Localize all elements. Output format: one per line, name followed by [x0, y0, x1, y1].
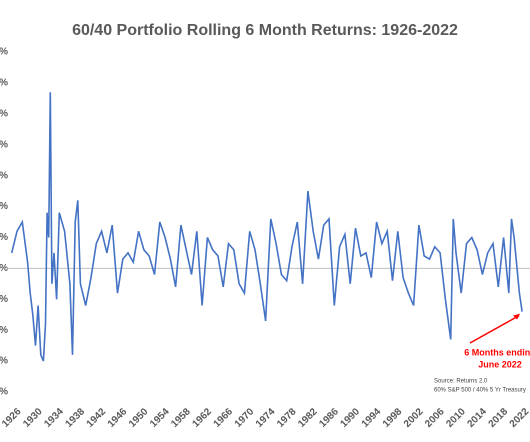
x-tick-label: 1954: [148, 406, 172, 430]
arrow-head: [513, 313, 521, 320]
x-tick-label: 2006: [423, 406, 447, 430]
source-note: 60% S&P 500 / 40% 5 Yr Treasury: [434, 388, 526, 394]
chart-title: 60/40 Portfolio Rolling 6 Month Returns:…: [72, 22, 458, 39]
y-tick-label: -20%: [0, 325, 8, 336]
x-tick-label: 2018: [487, 406, 511, 430]
y-tick-label: 10%: [0, 232, 8, 243]
annotation-text: June 2022: [478, 359, 522, 369]
x-tick-label: 2010: [444, 406, 468, 430]
y-tick-label: -10%: [0, 294, 8, 305]
x-tick-label: 1994: [360, 406, 384, 430]
y-tick-label: 50%: [0, 108, 8, 119]
x-tick-label: 2014: [465, 406, 489, 430]
source-note: Source: Returns 2.0: [434, 379, 488, 385]
x-tick-label: 2022: [508, 406, 530, 430]
x-tick-label: 1998: [381, 406, 405, 430]
x-tick-label: 1990: [339, 406, 363, 430]
annotation-arrow: [469, 314, 520, 344]
x-tick-label: 1938: [63, 406, 87, 430]
x-tick-label: 1958: [169, 406, 193, 430]
y-tick-label: 20%: [0, 201, 8, 212]
y-tick-label: 70%: [0, 47, 8, 58]
y-tick-label: 40%: [0, 139, 8, 150]
x-tick-label: 1942: [85, 406, 109, 430]
y-tick-label: 30%: [0, 170, 8, 181]
x-tick-label: 1986: [317, 406, 341, 430]
y-tick-label: 60%: [0, 78, 8, 89]
x-tick-label: 1982: [296, 406, 320, 430]
x-tick-label: 1962: [190, 406, 214, 430]
line-series: [10, 92, 523, 362]
y-tick-label: -40%: [0, 387, 8, 398]
x-tick-label: 1930: [21, 406, 45, 430]
x-tick-label: 1974: [254, 406, 278, 430]
x-tick-label: 1950: [127, 406, 151, 430]
x-tick-label: 1946: [106, 406, 130, 430]
x-tick-label: 2002: [402, 406, 426, 430]
x-tick-label: 1926: [0, 406, 24, 430]
x-tick-label: 1970: [233, 406, 257, 430]
x-tick-label: 1934: [42, 406, 66, 430]
annotation-text: 6 Months ending: [464, 347, 530, 357]
x-tick-label: 1966: [212, 406, 236, 430]
x-tick-label: 1978: [275, 406, 299, 430]
y-tick-label: 0%: [0, 263, 8, 274]
y-tick-label: -30%: [0, 356, 8, 367]
